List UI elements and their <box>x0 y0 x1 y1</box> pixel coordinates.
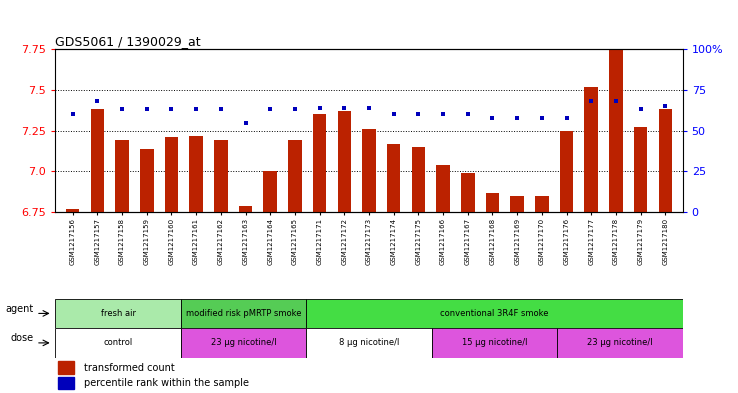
Bar <box>658 110 672 212</box>
Bar <box>91 110 104 212</box>
Text: conventional 3R4F smoke: conventional 3R4F smoke <box>440 309 549 318</box>
Text: 15 μg nicotine/l: 15 μg nicotine/l <box>462 338 527 347</box>
FancyBboxPatch shape <box>55 299 181 328</box>
Point <box>66 111 78 118</box>
Text: modified risk pMRTP smoke: modified risk pMRTP smoke <box>186 309 301 318</box>
Text: 23 μg nicotine/l: 23 μg nicotine/l <box>587 338 652 347</box>
Bar <box>634 127 647 212</box>
Point <box>141 107 153 113</box>
Bar <box>412 147 425 212</box>
Bar <box>238 206 252 212</box>
Bar <box>436 165 450 212</box>
Point <box>462 111 474 118</box>
Point <box>585 98 597 105</box>
Bar <box>362 129 376 212</box>
Point <box>486 114 498 121</box>
Point <box>635 107 646 113</box>
Point <box>264 107 276 113</box>
Text: GDS5061 / 1390029_at: GDS5061 / 1390029_at <box>55 35 201 48</box>
Point <box>437 111 449 118</box>
Text: 23 μg nicotine/l: 23 μg nicotine/l <box>211 338 276 347</box>
Text: percentile rank within the sample: percentile rank within the sample <box>83 378 249 388</box>
FancyBboxPatch shape <box>306 328 432 358</box>
Text: agent: agent <box>5 304 33 314</box>
Bar <box>387 144 401 212</box>
Bar <box>115 140 129 212</box>
Point <box>116 107 128 113</box>
Bar <box>190 136 203 212</box>
Bar <box>584 86 598 212</box>
Bar <box>58 361 74 373</box>
FancyBboxPatch shape <box>181 328 306 358</box>
Bar <box>337 111 351 212</box>
Bar <box>288 140 302 212</box>
Point <box>387 111 399 118</box>
Text: control: control <box>103 338 133 347</box>
Bar <box>609 49 623 212</box>
Bar <box>58 377 74 389</box>
Bar <box>165 137 178 212</box>
FancyBboxPatch shape <box>557 328 683 358</box>
Point <box>339 105 351 111</box>
Point <box>240 119 252 126</box>
FancyBboxPatch shape <box>306 299 683 328</box>
Bar <box>214 140 227 212</box>
FancyBboxPatch shape <box>181 299 306 328</box>
Bar <box>535 196 548 212</box>
Bar <box>66 209 80 212</box>
Text: transformed count: transformed count <box>83 362 174 373</box>
Bar <box>486 193 500 212</box>
Point <box>289 107 301 113</box>
Point <box>215 107 227 113</box>
Point <box>660 103 672 109</box>
Point <box>314 105 325 111</box>
Point <box>536 114 548 121</box>
Point <box>92 98 103 105</box>
Text: 8 μg nicotine/l: 8 μg nicotine/l <box>339 338 399 347</box>
Point <box>165 107 177 113</box>
FancyBboxPatch shape <box>55 328 181 358</box>
FancyBboxPatch shape <box>432 328 557 358</box>
Text: dose: dose <box>10 334 33 343</box>
Bar <box>560 130 573 212</box>
Point <box>413 111 424 118</box>
Point <box>610 98 622 105</box>
Point <box>511 114 523 121</box>
Bar <box>140 149 154 212</box>
Bar <box>313 114 326 212</box>
Bar <box>511 196 524 212</box>
Point <box>561 114 573 121</box>
Bar <box>263 171 277 212</box>
Bar <box>461 173 475 212</box>
Point <box>190 107 202 113</box>
Point <box>363 105 375 111</box>
Text: fresh air: fresh air <box>100 309 136 318</box>
